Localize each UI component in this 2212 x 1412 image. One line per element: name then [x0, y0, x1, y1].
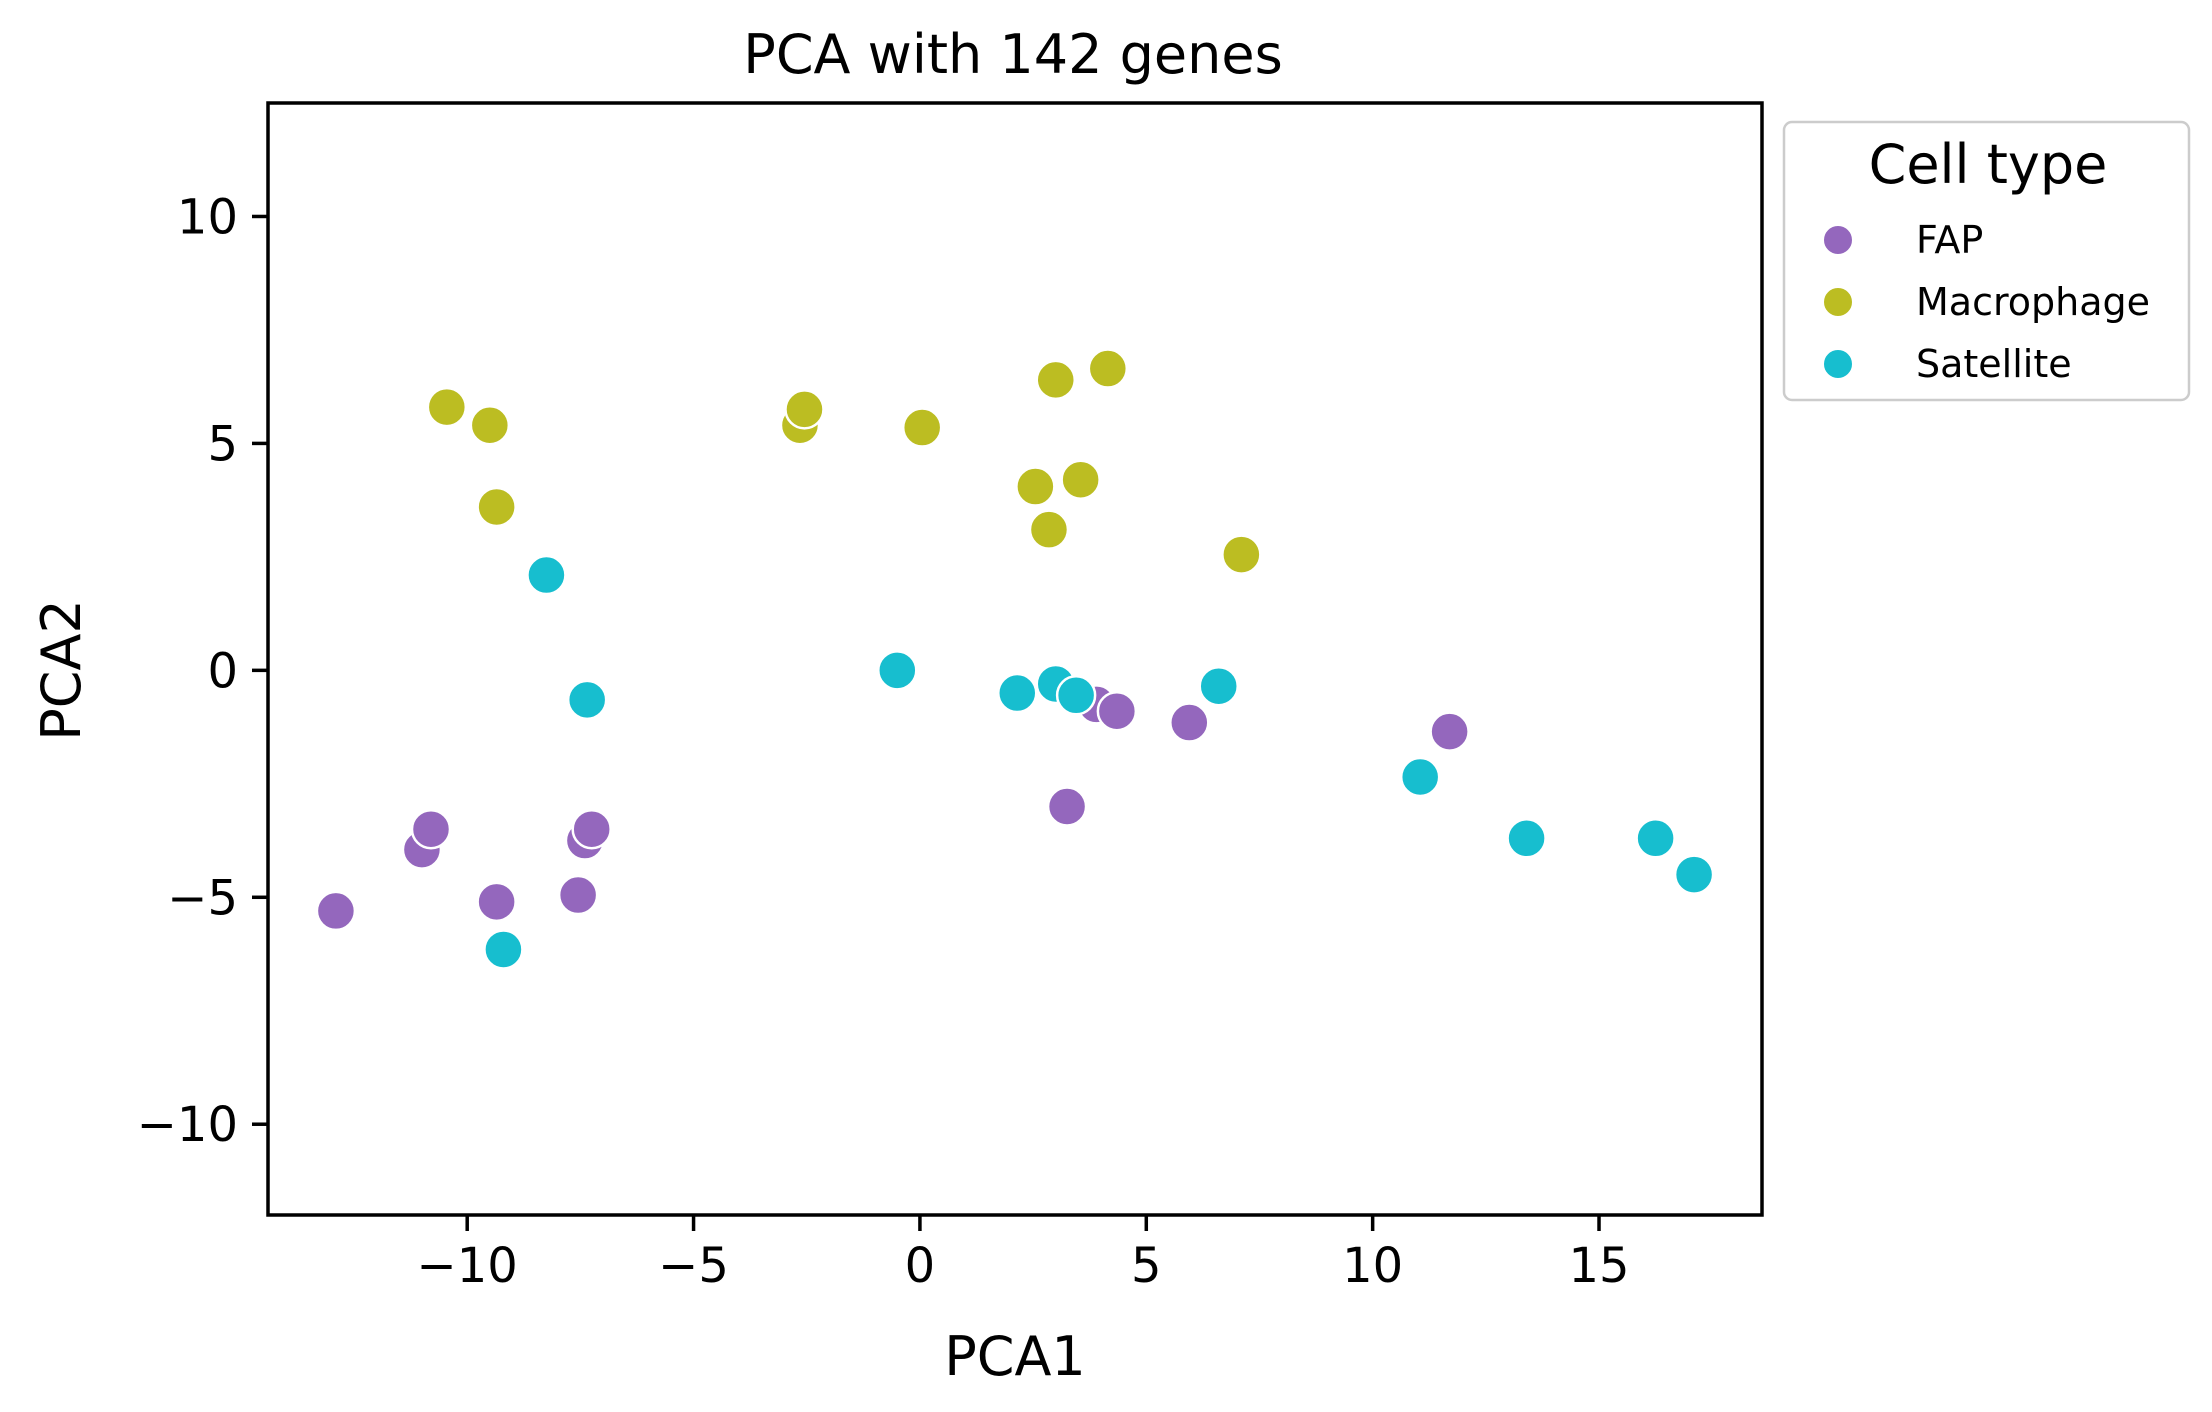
point-satellite	[566, 679, 608, 721]
legend-label-satellite: Satellite	[1916, 342, 2072, 386]
legend-items: FAP Macrophage Satellite	[1822, 218, 2150, 386]
point-macrophage	[426, 386, 468, 428]
point-macrophage	[1035, 359, 1076, 401]
point-macrophage	[784, 389, 825, 430]
point-satellite	[1055, 675, 1097, 716]
point-satellite	[1399, 756, 1441, 798]
legend-title: Cell type	[1869, 133, 2108, 196]
x-tick-label: −5	[658, 1238, 729, 1294]
x-axis-ticks: −10 −5 0 5 10 15	[417, 1215, 1630, 1294]
point-satellite	[1198, 665, 1239, 707]
point-satellite	[1635, 818, 1676, 859]
point-satellite	[877, 650, 918, 691]
y-axis-ticks: −10 −5 0 5 10	[137, 189, 268, 1153]
y-axis-label: PCA2	[30, 599, 93, 741]
point-macrophage	[901, 407, 943, 448]
point-fap	[476, 881, 517, 923]
x-tick-label: 0	[905, 1238, 936, 1294]
legend-frame	[1782, 120, 2191, 402]
point-fap	[410, 808, 452, 850]
point-fap	[1046, 786, 1088, 827]
x-tick-label: −10	[417, 1238, 518, 1294]
point-satellite	[1506, 818, 1547, 859]
legend: Cell type FAP Macrophage Satellite	[1782, 120, 2191, 402]
y-tick-label: 5	[207, 416, 238, 472]
point-macrophage	[1221, 534, 1262, 575]
point-fap	[1429, 711, 1470, 752]
point-macrophage	[1087, 348, 1129, 389]
x-tick-label: 15	[1568, 1238, 1629, 1294]
point-fap	[557, 874, 599, 916]
point-macrophage	[1028, 509, 1070, 550]
legend-label-fap: FAP	[1916, 218, 1983, 262]
chart-title: PCA with 142 genes	[743, 23, 1282, 86]
y-tick-label: 10	[177, 189, 238, 245]
point-macrophage	[476, 486, 517, 528]
point-macrophage	[469, 405, 511, 446]
point-fap	[315, 890, 357, 932]
x-tick-label: 5	[1131, 1238, 1162, 1294]
y-tick-label: −5	[167, 870, 238, 926]
point-fap	[1096, 690, 1138, 732]
legend-marker-macrophage	[1822, 286, 1854, 318]
point-macrophage	[1060, 459, 1101, 500]
x-axis-label: PCA1	[944, 1325, 1086, 1388]
legend-label-macrophage: Macrophage	[1916, 280, 2150, 324]
plot-frame	[266, 101, 1764, 1217]
scatter-points	[315, 348, 1715, 970]
point-fap	[1169, 702, 1210, 743]
x-tick-label: 10	[1342, 1238, 1403, 1294]
point-macrophage	[1015, 466, 1056, 507]
y-tick-label: −10	[137, 1097, 238, 1153]
legend-marker-fap	[1822, 224, 1854, 256]
point-satellite	[997, 672, 1038, 714]
legend-marker-satellite	[1822, 348, 1854, 380]
point-fap	[571, 808, 612, 850]
point-satellite	[483, 929, 524, 970]
y-tick-label: 0	[207, 643, 238, 699]
point-satellite	[1673, 854, 1715, 895]
point-satellite	[526, 554, 567, 596]
